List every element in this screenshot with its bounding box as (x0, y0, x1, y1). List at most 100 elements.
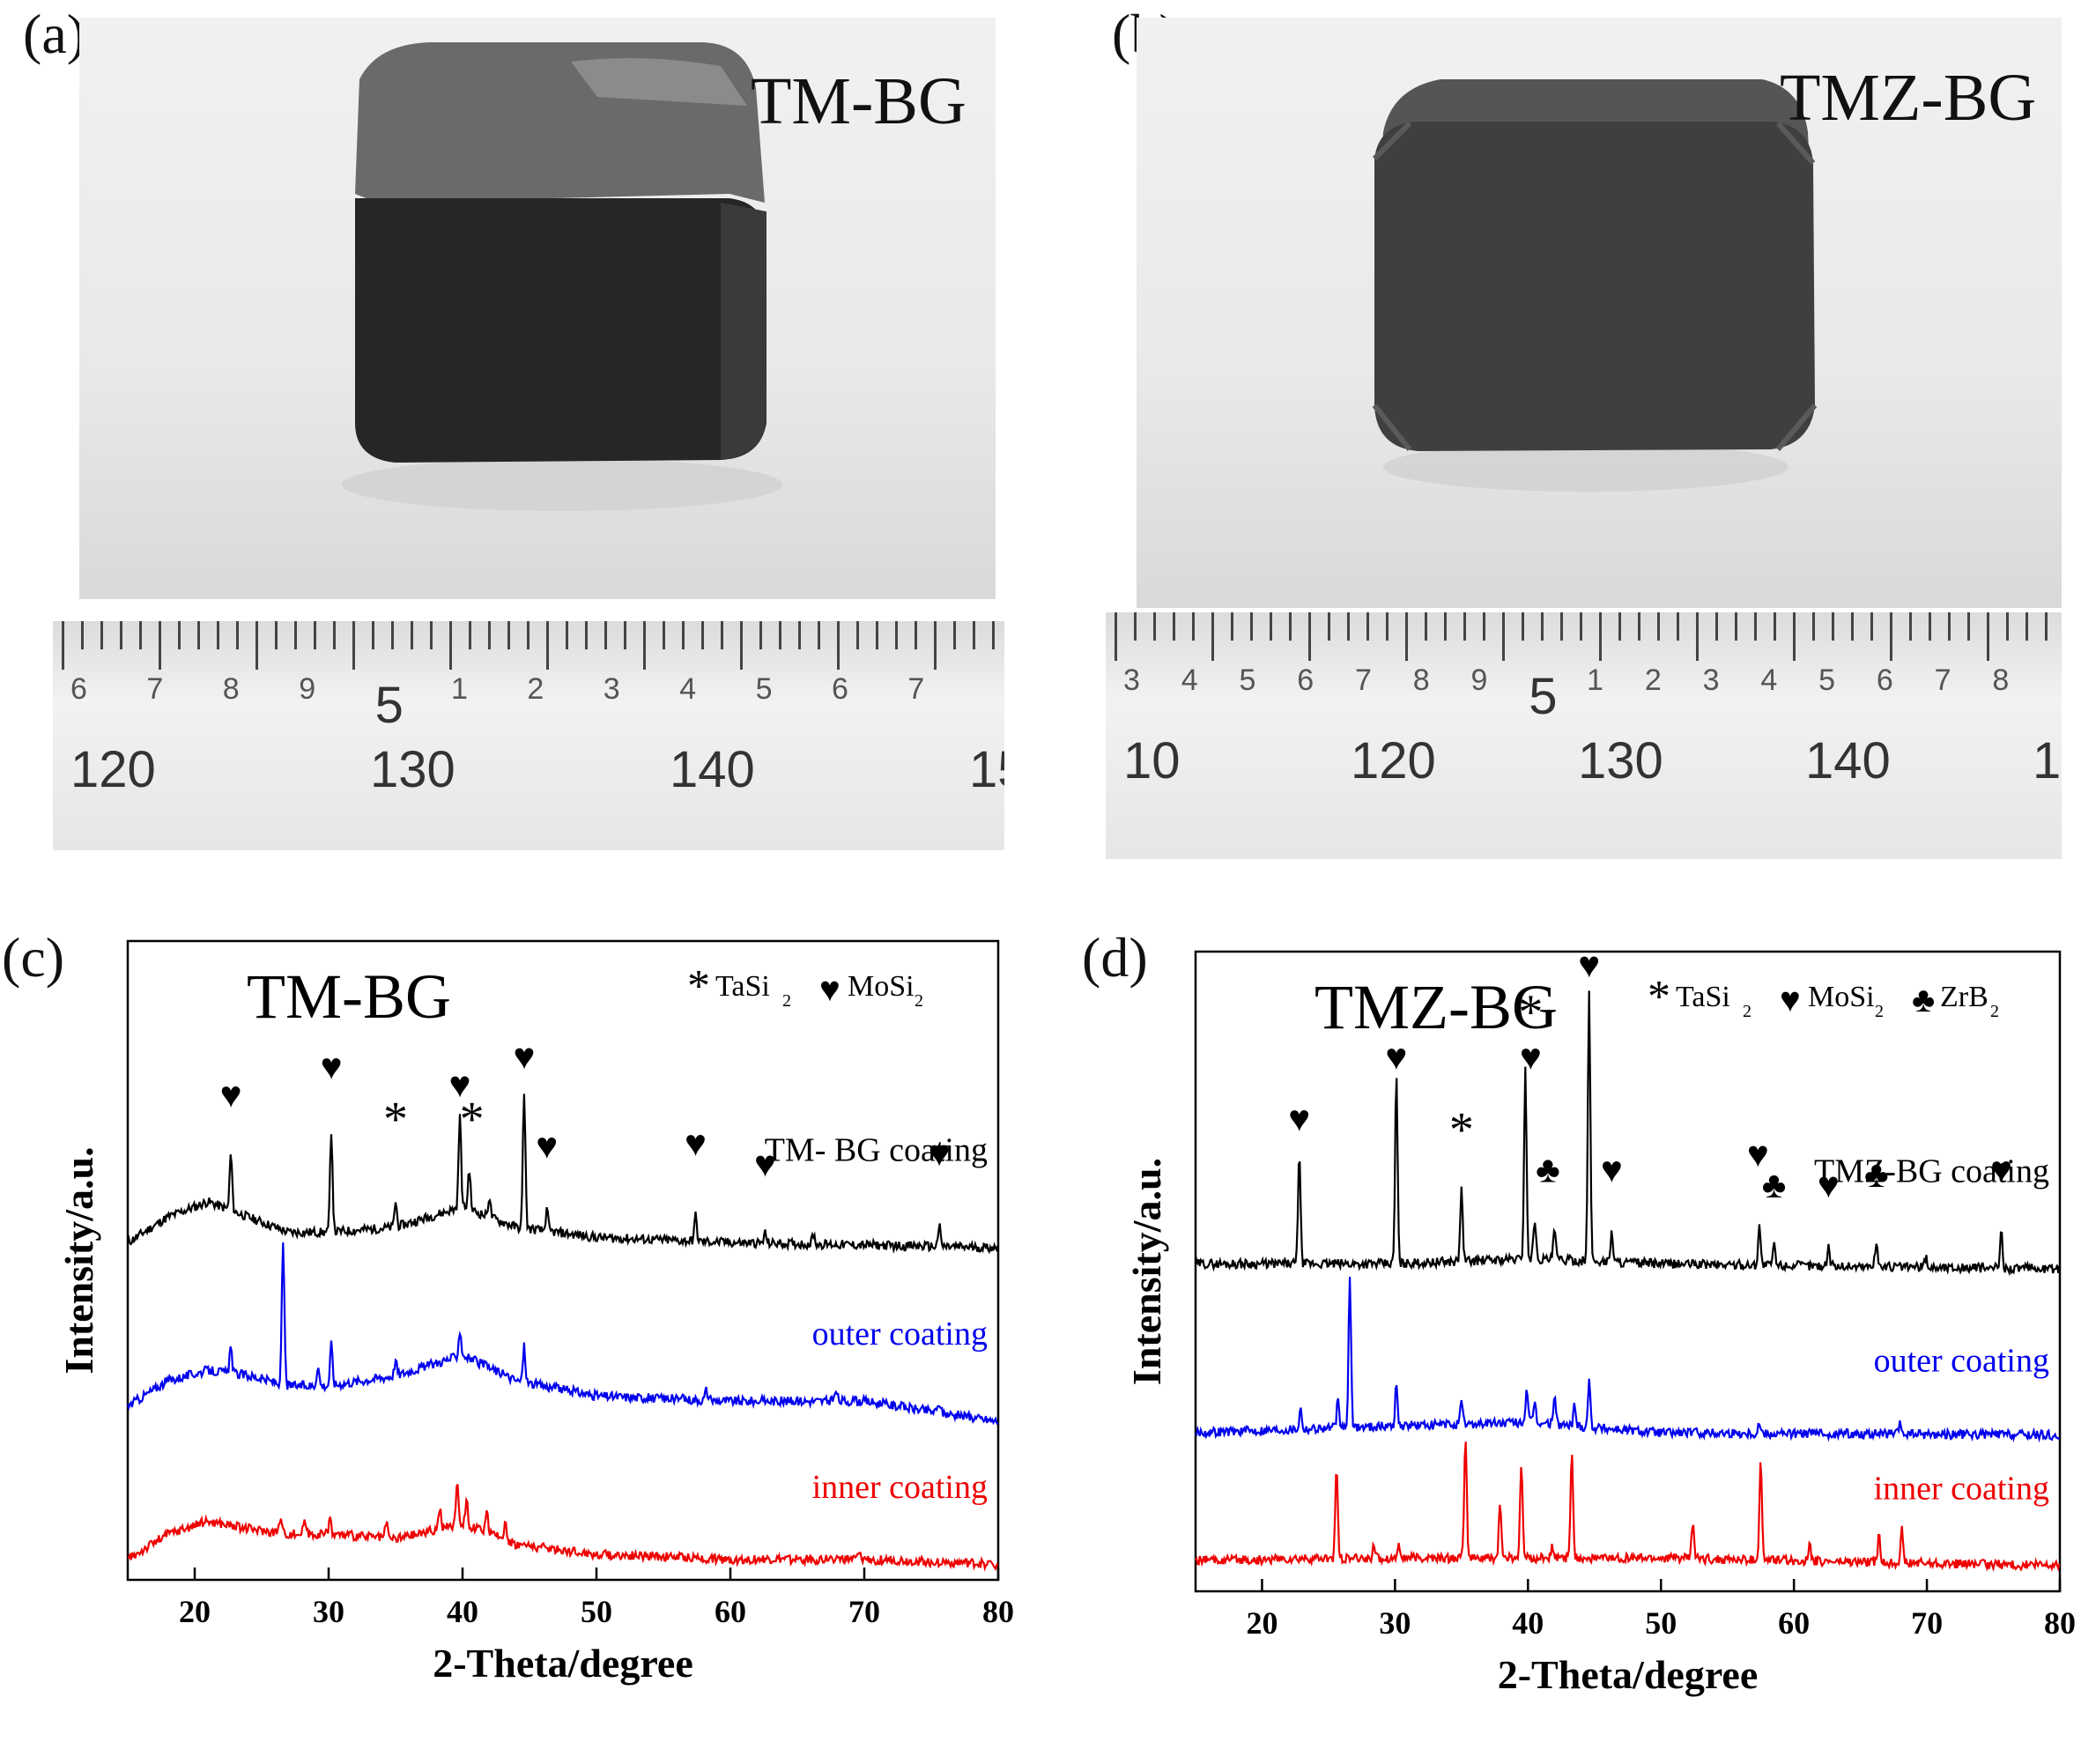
ruler-tick (1347, 612, 1350, 641)
ruler-small-label: 6 (70, 672, 87, 706)
ruler-tick (1463, 612, 1466, 641)
peak-marker: ♥ (1520, 1038, 1542, 1078)
ruler-small-label: 8 (1992, 663, 2010, 697)
ruler-small-label: 8 (1412, 663, 1430, 697)
ruler-tick (1405, 612, 1408, 661)
series-label: TM- BG coating (765, 1131, 988, 1168)
ruler-tick (1929, 612, 1931, 641)
x-tick-label: 80 (2044, 1605, 2076, 1641)
ruler-tick (81, 621, 84, 649)
ruler-tick (856, 621, 859, 649)
legend-symbol: ♥ (819, 969, 841, 1009)
ruler-tick (1657, 612, 1660, 641)
peak-marker: * (1449, 1103, 1474, 1158)
legend-item: * TaSi 2 (687, 961, 791, 1012)
ruler-tick (178, 621, 181, 649)
peak-marker: ♥ (448, 1065, 470, 1106)
ruler-small-label: 4 (679, 672, 697, 706)
ruler-number: 120 (1351, 732, 1436, 789)
legend-item: * TaSi 2 (1648, 972, 1751, 1022)
ruler-tick (1987, 612, 1989, 661)
ruler-tick (566, 621, 568, 649)
ruler-small-label: 7 (146, 672, 164, 706)
tm-bg-cube (342, 42, 782, 511)
x-axis-label: 2-Theta/degree (433, 1641, 693, 1686)
x-tick-label: 30 (1379, 1605, 1411, 1641)
ruler-tick (430, 621, 433, 649)
x-tick-label: 50 (581, 1594, 612, 1629)
xrd-chart-tm-bg: 20 30 40 50 60 70 80 2-Theta/degree Intensity/a.… (56, 939, 1014, 1686)
ruler-tick (411, 621, 413, 649)
legend-label: TaSi (1676, 981, 1730, 1013)
peak-marker: ♥ (685, 1124, 707, 1165)
ruler-tick (1541, 612, 1544, 641)
ruler-tick (1173, 612, 1175, 641)
ruler-tick (1677, 612, 1679, 641)
x-tick-label: 60 (1778, 1605, 1810, 1641)
ruler-tick (1153, 612, 1156, 641)
ruler-tick (1270, 612, 1272, 641)
ruler-tick (1444, 612, 1447, 641)
ruler-tick (1231, 612, 1233, 641)
ruler-small-label: 7 (907, 672, 925, 706)
ruler-number: 15 (2033, 732, 2062, 789)
ruler-small-label: 3 (1702, 663, 1720, 697)
ruler-small-label: 1 (1587, 663, 1603, 697)
photo-tm-bg-sample: TM-BG (79, 18, 996, 599)
ruler-small-label: 5 (1529, 668, 1558, 725)
ruler-small-label: 6 (1297, 663, 1315, 697)
peak-marker: ♥ (1990, 1150, 2012, 1190)
peak-marker: ♥ (1385, 1038, 1407, 1078)
ruler-tick (2025, 612, 2028, 641)
ruler-tick (1192, 612, 1195, 641)
ruler-small-label: 2 (1644, 663, 1662, 697)
ruler-tick (1250, 612, 1253, 641)
peak-marker: ♥ (1747, 1135, 1769, 1175)
ruler-small-label: 8 (222, 672, 240, 706)
ruler-tick (1580, 612, 1582, 641)
ruler-tick (333, 621, 336, 649)
ruler-b: 34567895123456781012013014015 (1106, 612, 2062, 859)
ruler-number: 140 (1805, 732, 1891, 789)
ruler-tick (1909, 612, 1912, 641)
photo-b-title: TMZ-BG (1780, 61, 2037, 135)
ruler-small-label: 6 (1876, 663, 1893, 697)
peak-marker: ♥ (1601, 1150, 1623, 1190)
ruler-number: 15 (969, 741, 1004, 798)
legend-item: ♣ ZrB 2 (1912, 980, 1999, 1021)
ruler-small-label: 1 (451, 672, 468, 706)
series-label: inner coating (812, 1469, 988, 1506)
panel-a-label: (a) (23, 3, 86, 65)
peak-marker: ♥ (321, 1048, 343, 1088)
ruler-number: 10 (1123, 732, 1181, 789)
ruler-tick (1308, 612, 1311, 661)
series-label: TMZ-BG coating (1814, 1153, 2049, 1190)
peak-marker: ♥ (513, 1037, 535, 1078)
x-tick-label: 20 (1246, 1605, 1277, 1641)
ruler-small-label: 9 (299, 672, 316, 706)
ruler-small-label: 6 (832, 672, 848, 706)
ruler-tick (915, 621, 917, 649)
ruler-tick (585, 621, 588, 649)
series-line (126, 1093, 999, 1255)
ruler-tick (701, 621, 704, 649)
ruler-tick (236, 621, 239, 649)
ruler-tick (527, 621, 530, 649)
ruler-number: 140 (670, 741, 755, 798)
x-tick-label: 50 (1645, 1605, 1677, 1641)
ruler-tick (973, 621, 975, 649)
ruler-small-label: 7 (1355, 663, 1372, 697)
ruler-tick (62, 621, 64, 670)
x-tick-label: 60 (715, 1594, 746, 1629)
ruler-tick (895, 621, 898, 649)
peak-marker: * (1518, 985, 1543, 1040)
peak-marker: ♥ (1288, 1099, 1310, 1139)
legend-symbol: ♣ (1912, 980, 1935, 1019)
peak-marker: ♥ (1578, 945, 1600, 986)
legend-subscript: 2 (1743, 1002, 1751, 1021)
legend-label: MoSi (848, 970, 915, 1003)
ruler-number: 120 (70, 741, 156, 798)
ruler-tick (139, 621, 142, 649)
ruler-tick (624, 621, 626, 649)
peak-marker: * (460, 1092, 485, 1146)
